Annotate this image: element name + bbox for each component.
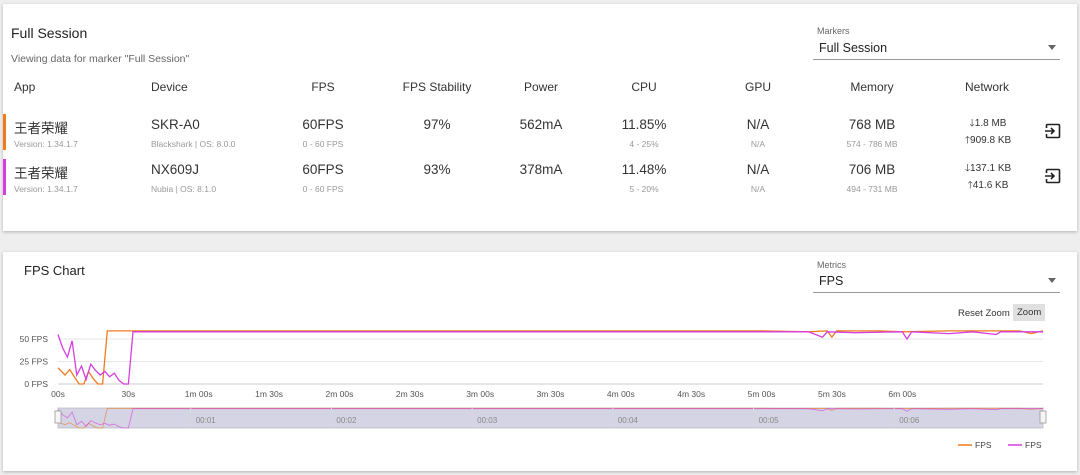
device-info: Blackshark | OS: 8.0.0 <box>151 139 236 149</box>
network-down: 🡓1.8 MB <box>970 116 1007 133</box>
header-fps: FPS <box>311 80 335 94</box>
zoom-button[interactable]: Zoom <box>1013 304 1046 321</box>
navigator-selection <box>58 408 1043 428</box>
markers-value[interactable]: Full Session <box>819 41 888 55</box>
network-up: 🡑909.8 KB <box>965 133 1011 150</box>
header-fps-stability: FPS Stability <box>402 80 472 94</box>
fps-chart-card: FPS Chart Metrics FPS Reset Zoom Zoom 50… <box>3 252 1077 471</box>
memory-value: 768 MB <box>848 117 896 132</box>
dropdown-caret-icon[interactable] <box>1048 278 1056 283</box>
app-version: Version: 1.34.1.7 <box>14 139 78 149</box>
app-version: Version: 1.34.1.7 <box>14 184 78 194</box>
fps-stability-value: 97% <box>423 117 451 132</box>
x-tick-label: 3m 00s <box>466 389 494 399</box>
fps-range: 0 - 60 FPS <box>302 184 344 194</box>
legend-label: FPS <box>1025 440 1042 450</box>
gpu-value: N/A <box>746 117 770 132</box>
cpu-range: 5 - 20% <box>629 184 659 194</box>
header-network: Network <box>964 80 1010 94</box>
arrow-down-icon: 🡓 <box>964 163 971 174</box>
header-app: App <box>14 80 36 94</box>
navigator-tick-label: 00:02 <box>336 416 357 425</box>
gpu-sub: N/A <box>750 139 766 149</box>
session-card: Full Session Viewing data for marker "Fu… <box>3 4 1077 231</box>
x-tick-label: 6m 00s <box>888 389 916 399</box>
cpu-value: 11.48% <box>621 162 667 177</box>
x-tick-label: 3m 30s <box>537 389 565 399</box>
navigator-tick-label: 00:06 <box>899 416 920 425</box>
navigator-tick-label: 00:05 <box>759 416 780 425</box>
x-tick-label: 1m 30s <box>255 389 283 399</box>
gpu-value: N/A <box>746 162 770 177</box>
fps-range: 0 - 60 FPS <box>302 139 344 149</box>
power-value: 562mA <box>519 117 563 132</box>
arrow-up-icon: 🡑 <box>967 180 973 191</box>
navigator-handle <box>1039 410 1047 424</box>
metrics-underline <box>813 292 1060 293</box>
dropdown-caret-icon[interactable] <box>1048 45 1056 50</box>
navigator-tick-label: 00:03 <box>477 416 498 425</box>
memory-range: 494 - 731 MB <box>846 184 898 194</box>
session-subtitle: Viewing data for marker "Full Session" <box>11 53 190 65</box>
y-tick-label: 0 FPS <box>24 379 48 389</box>
cpu-value: 11.85% <box>621 117 667 132</box>
x-tick-label: 4m 30s <box>677 389 705 399</box>
power-value: 378mA <box>519 162 563 177</box>
exit-to-app-icon[interactable] <box>1045 123 1061 139</box>
app-name: 王者荣耀 <box>14 121 68 136</box>
session-title: Full Session <box>11 25 88 41</box>
x-tick-label: 2m 00s <box>325 389 353 399</box>
network-up: 🡑41.6 KB <box>968 178 1009 195</box>
markers-label: Markers <box>817 26 850 36</box>
reset-zoom-button[interactable]: Reset Zoom <box>958 308 1010 319</box>
row-color-bar <box>3 159 6 195</box>
network-up-value: 909.8 KB <box>970 135 1012 146</box>
x-tick-label: 5m 00s <box>748 389 776 399</box>
header-cpu: CPU <box>631 80 657 94</box>
fps-series-line <box>57 331 1043 385</box>
device-name: NX609J <box>151 162 200 177</box>
gpu-sub: N/A <box>750 184 766 194</box>
header-memory: Memory <box>850 80 894 94</box>
network-down-value: 137.1 KB <box>970 163 1012 174</box>
navigator-tick-label: 00:04 <box>618 416 639 425</box>
navigator-tick-label: 00:01 <box>196 416 217 425</box>
device-info: Nubia | OS: 8.1.0 <box>151 184 217 194</box>
device-name: SKR-A0 <box>151 117 200 132</box>
exit-to-app-icon[interactable] <box>1045 168 1061 184</box>
memory-range: 574 - 786 MB <box>846 139 898 149</box>
legend-label: FPS <box>975 440 992 450</box>
arrow-down-icon: 🡓 <box>969 118 975 129</box>
metrics-value[interactable]: FPS <box>819 274 844 288</box>
memory-value: 706 MB <box>848 162 896 177</box>
app-name: 王者荣耀 <box>14 166 68 181</box>
x-tick-label: 5m 30s <box>818 389 846 399</box>
x-tick-label: 2m 30s <box>396 389 424 399</box>
row-color-bar <box>3 114 6 150</box>
network-down: 🡓137.1 KB <box>965 161 1011 178</box>
chart-title: FPS Chart <box>24 263 85 278</box>
fps-value: 60FPS <box>302 117 344 132</box>
network-up-value: 41.6 KB <box>972 180 1009 191</box>
y-tick-label: 25 FPS <box>20 357 49 367</box>
navigator-handle <box>54 410 62 424</box>
metrics-label: Metrics <box>817 260 846 270</box>
fps-stability-value: 93% <box>423 162 451 177</box>
x-tick-label: 1m 00s <box>185 389 213 399</box>
x-tick-label: 30s <box>121 389 135 399</box>
header-gpu: GPU <box>744 80 772 94</box>
fps-value: 60FPS <box>302 162 344 177</box>
cpu-range: 4 - 25% <box>629 139 659 149</box>
navigator-series-line <box>57 408 1043 429</box>
y-tick-label: 50 FPS <box>20 334 49 344</box>
arrow-up-icon: 🡑 <box>964 135 971 146</box>
markers-underline <box>813 59 1060 60</box>
network-down-value: 1.8 MB <box>974 118 1007 129</box>
x-tick-label: 4m 00s <box>607 389 635 399</box>
header-device: Device <box>151 80 188 94</box>
header-power: Power <box>523 80 559 94</box>
x-tick-label: 00s <box>51 389 65 399</box>
